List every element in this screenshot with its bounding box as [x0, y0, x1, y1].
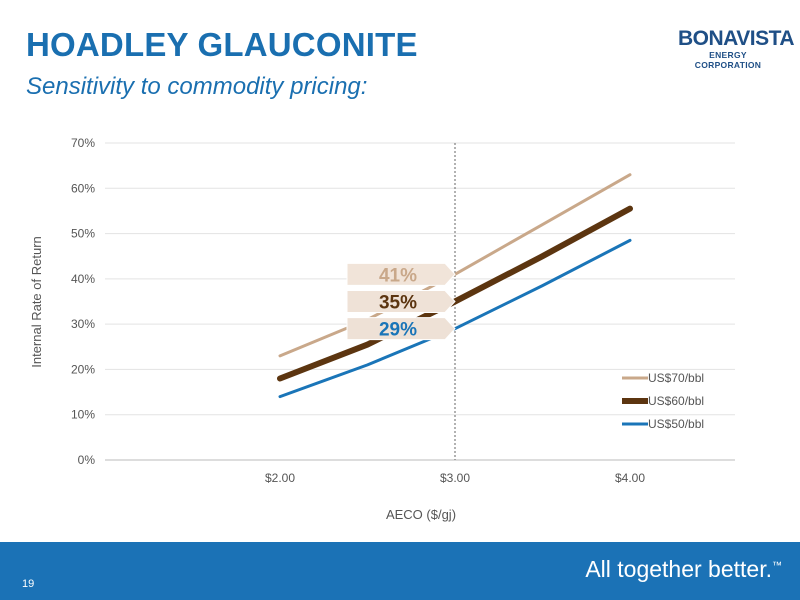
axes: 0% 10% 20% 30% 40% 50% 60% 70% $2.00 $3.00 $4.00	[71, 136, 645, 485]
y-tick-label: 20%	[71, 362, 95, 376]
legend-label: US$60/bbl	[648, 394, 704, 408]
page-title: HOADLEY GLAUCONITE	[26, 26, 418, 63]
series-line	[277, 205, 633, 382]
y-tick-label: 60%	[71, 181, 95, 195]
logo-tagline: ENERGY CORPORATION	[694, 50, 762, 70]
footer-tagline: All together better.™	[585, 556, 782, 583]
y-tick-label: 70%	[71, 136, 95, 150]
callout-box	[346, 317, 456, 341]
legend-label: US$70/bbl	[648, 371, 704, 385]
x-tick-label: $3.00	[440, 471, 470, 485]
x-tick-label: $4.00	[615, 471, 645, 485]
page-number: 19	[22, 578, 35, 590]
y-axis-label: Internal Rate of Return	[29, 236, 44, 368]
page-subtitle: Sensitivity to commodity pricing:	[26, 73, 368, 100]
callout-box	[346, 290, 456, 313]
legend: US$70/bbl US$60/bbl US$50/bbl	[622, 371, 704, 431]
y-tick-label: 0%	[78, 453, 96, 467]
tagline-text: All together better.	[585, 556, 772, 582]
callout-box	[346, 262, 456, 286]
company-logo: BONAVISTA ENERGY CORPORATION	[678, 27, 795, 71]
trademark-symbol: ™	[772, 560, 782, 572]
y-tick-label: 40%	[71, 272, 95, 286]
callout-label: 35%	[379, 293, 417, 314]
x-tick-label: $2.00	[265, 471, 295, 485]
irr-sensitivity-chart: 0% 10% 20% 30% 40% 50% 60% 70% $2.00 $3.00 $4.00 4…	[29, 136, 735, 522]
callouts: 41% 35% 29%	[346, 262, 456, 341]
callout-label: 29%	[379, 320, 417, 341]
logo-name: BONAVISTA	[678, 27, 795, 50]
y-tick-label: 10%	[71, 408, 95, 422]
legend-label: US$50/bbl	[648, 417, 704, 431]
footer-bar: 19 All together better.™	[0, 542, 800, 600]
callout-label: 41%	[379, 265, 417, 286]
y-tick-label: 50%	[71, 227, 95, 241]
x-axis-label: AECO ($/gj)	[386, 507, 456, 522]
y-tick-label: 30%	[71, 317, 95, 331]
